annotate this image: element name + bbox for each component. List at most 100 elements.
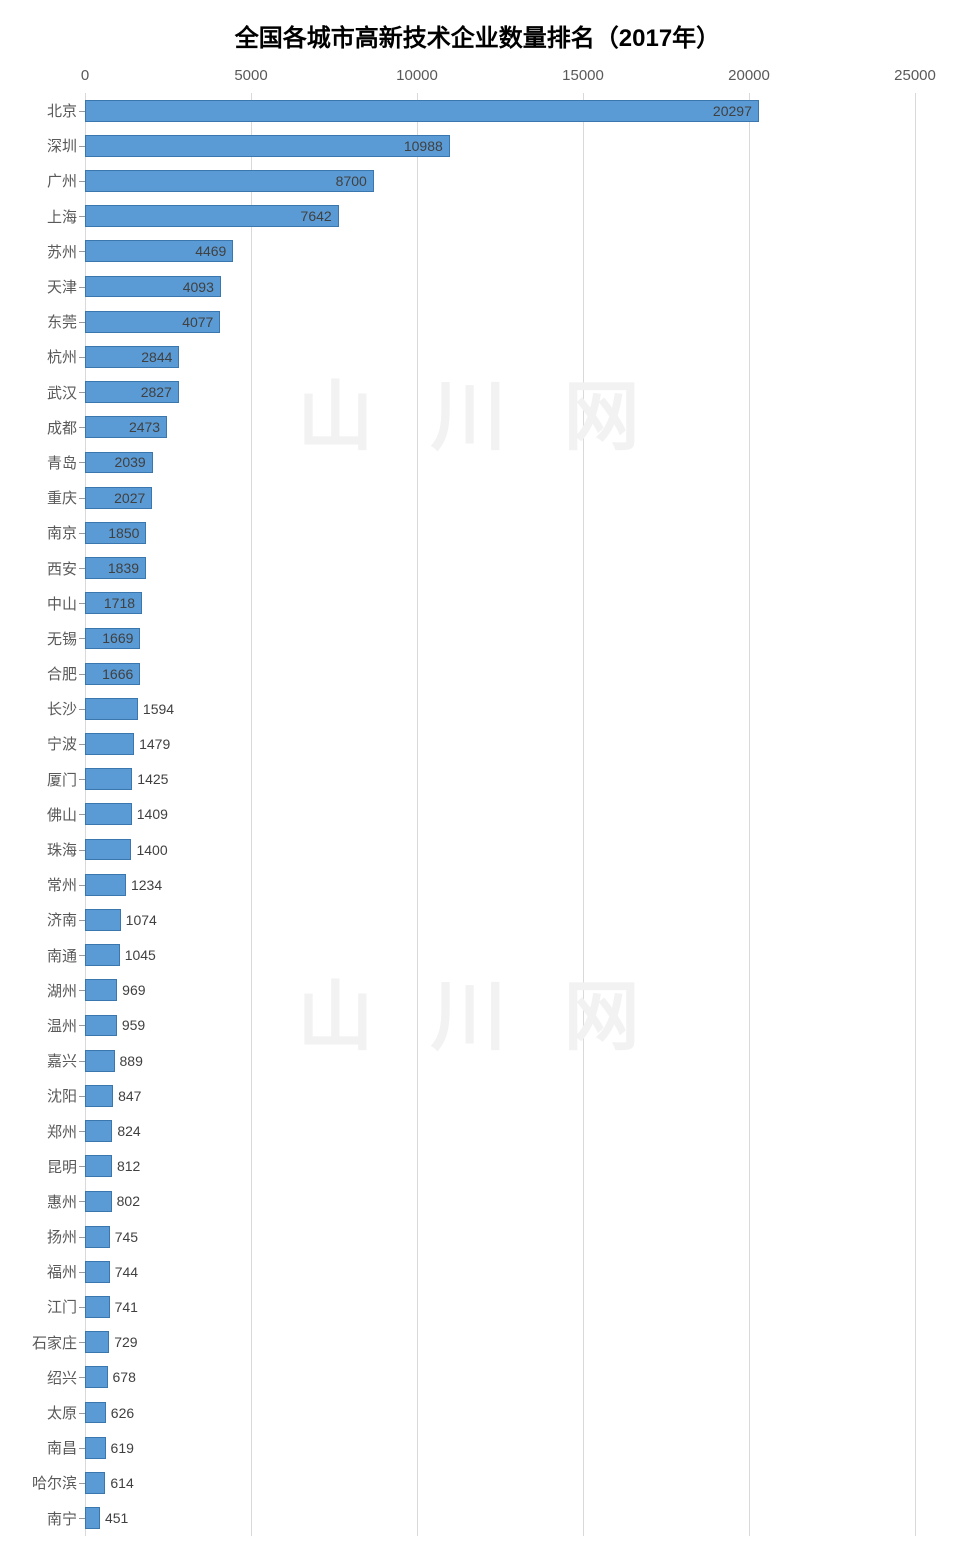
y-category-label: 湖州 <box>0 980 85 1001</box>
bar-row: 长沙1594 <box>85 691 915 726</box>
bar-value-label: 7642 <box>301 208 332 224</box>
bar: 2844 <box>85 346 179 368</box>
y-category-label: 青岛 <box>0 452 85 473</box>
y-category-label: 西安 <box>0 558 85 579</box>
bar: 678 <box>85 1366 108 1388</box>
bar: 969 <box>85 979 117 1001</box>
bar-value-label: 8700 <box>336 173 367 189</box>
bar-row: 嘉兴889 <box>85 1043 915 1078</box>
bar: 1666 <box>85 663 140 685</box>
x-tick-label: 15000 <box>562 67 604 84</box>
bar: 741 <box>85 1296 110 1318</box>
bar-value-label: 889 <box>120 1053 143 1069</box>
bar-row: 南昌619 <box>85 1430 915 1465</box>
bar-value-label: 678 <box>113 1369 136 1385</box>
bar: 1425 <box>85 768 132 790</box>
y-category-label: 宁波 <box>0 733 85 754</box>
y-category-label: 温州 <box>0 1015 85 1036</box>
bar: 1839 <box>85 557 146 579</box>
bar-row: 福州744 <box>85 1254 915 1289</box>
bar-value-label: 744 <box>115 1264 138 1280</box>
y-category-label: 绍兴 <box>0 1367 85 1388</box>
bar-value-label: 847 <box>118 1088 141 1104</box>
y-category-label: 重庆 <box>0 487 85 508</box>
bar: 1409 <box>85 803 132 825</box>
bar-value-label: 824 <box>117 1123 140 1139</box>
bar: 7642 <box>85 205 339 227</box>
y-category-label: 无锡 <box>0 628 85 649</box>
bar: 812 <box>85 1155 112 1177</box>
bar-value-label: 729 <box>114 1334 137 1350</box>
bar-row: 无锡1669 <box>85 621 915 656</box>
y-category-label: 嘉兴 <box>0 1050 85 1071</box>
bar: 745 <box>85 1226 110 1248</box>
bar-row: 湖州969 <box>85 973 915 1008</box>
bar-value-label: 745 <box>115 1229 138 1245</box>
y-category-label: 南京 <box>0 522 85 543</box>
y-category-label: 郑州 <box>0 1121 85 1142</box>
bar: 1718 <box>85 592 142 614</box>
bar-value-label: 1425 <box>137 771 168 787</box>
bar: 4469 <box>85 240 233 262</box>
y-category-label: 广州 <box>0 170 85 191</box>
y-category-label: 东莞 <box>0 311 85 332</box>
y-category-label: 佛山 <box>0 804 85 825</box>
bar-row: 扬州745 <box>85 1219 915 1254</box>
bar: 4093 <box>85 276 221 298</box>
bar: 20297 <box>85 100 759 122</box>
bar-value-label: 10988 <box>404 138 443 154</box>
bar: 619 <box>85 1437 106 1459</box>
bar-row: 合肥1666 <box>85 656 915 691</box>
bar-value-label: 1718 <box>104 595 135 611</box>
bar-value-label: 1669 <box>102 630 133 646</box>
bar-value-label: 1850 <box>108 525 139 541</box>
bar: 614 <box>85 1472 105 1494</box>
bar-row: 郑州824 <box>85 1113 915 1148</box>
bar: 959 <box>85 1015 117 1037</box>
bar-row: 济南1074 <box>85 902 915 937</box>
bar: 1234 <box>85 874 126 896</box>
bar-value-label: 4093 <box>183 279 214 295</box>
bar-row: 东莞4077 <box>85 304 915 339</box>
bar-row: 南京1850 <box>85 515 915 550</box>
bar-row: 厦门1425 <box>85 762 915 797</box>
bar-row: 石家庄729 <box>85 1325 915 1360</box>
bar: 1074 <box>85 909 121 931</box>
bar-value-label: 1839 <box>108 560 139 576</box>
bar: 626 <box>85 1402 106 1424</box>
y-category-label: 上海 <box>0 206 85 227</box>
bar-value-label: 2827 <box>141 384 172 400</box>
bar-value-label: 802 <box>117 1193 140 1209</box>
bar-value-label: 1045 <box>125 947 156 963</box>
y-category-label: 南通 <box>0 945 85 966</box>
bar-value-label: 20297 <box>713 103 752 119</box>
y-category-label: 石家庄 <box>0 1332 85 1353</box>
bar-value-label: 626 <box>111 1405 134 1421</box>
y-category-label: 江门 <box>0 1296 85 1317</box>
y-category-label: 福州 <box>0 1261 85 1282</box>
bar-value-label: 2473 <box>129 419 160 435</box>
bar: 2473 <box>85 416 167 438</box>
gridline <box>915 93 916 1536</box>
bar-row: 温州959 <box>85 1008 915 1043</box>
y-category-label: 杭州 <box>0 346 85 367</box>
bar-value-label: 4077 <box>182 314 213 330</box>
bar: 1594 <box>85 698 138 720</box>
bar-row: 惠州802 <box>85 1184 915 1219</box>
x-tick-label: 5000 <box>234 67 267 84</box>
x-tick-label: 20000 <box>728 67 770 84</box>
bar-value-label: 2039 <box>115 454 146 470</box>
bar-value-label: 1409 <box>137 806 168 822</box>
bar-row: 太原626 <box>85 1395 915 1430</box>
bar-row: 广州8700 <box>85 163 915 198</box>
bars-container: 北京20297深圳10988广州8700上海7642苏州4469天津4093东莞… <box>85 93 915 1536</box>
bar-value-label: 1666 <box>102 666 133 682</box>
y-category-label: 扬州 <box>0 1226 85 1247</box>
chart-area: 0500010000150002000025000 北京20297深圳10988… <box>0 63 925 1536</box>
y-category-label: 太原 <box>0 1402 85 1423</box>
bar-row: 上海7642 <box>85 199 915 234</box>
y-category-label: 常州 <box>0 874 85 895</box>
bar-row: 珠海1400 <box>85 832 915 867</box>
bar-row: 西安1839 <box>85 550 915 585</box>
bar-value-label: 1479 <box>139 736 170 752</box>
